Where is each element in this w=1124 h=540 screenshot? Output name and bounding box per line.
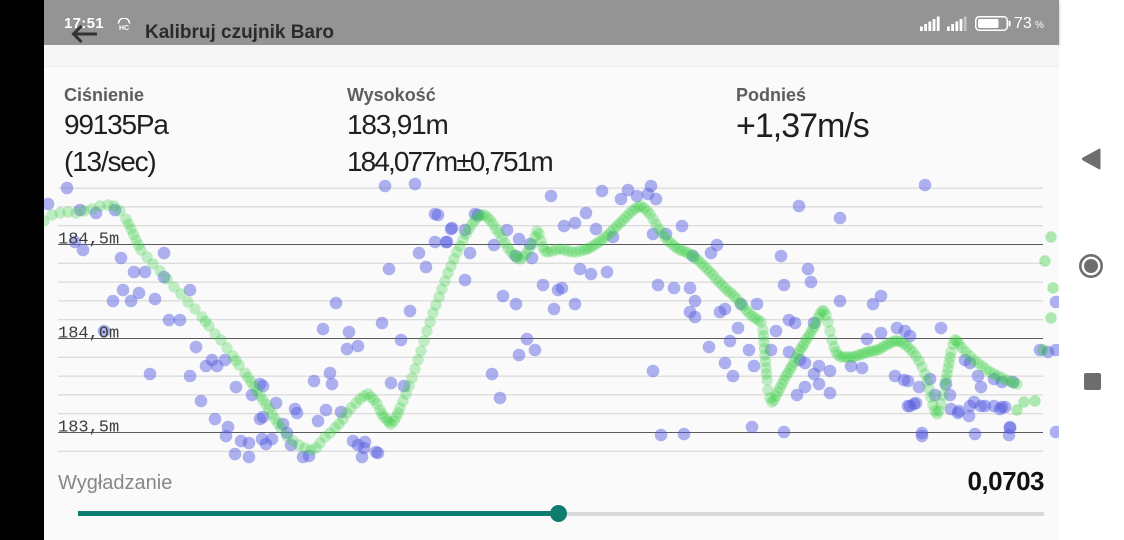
svg-text:184,0m: 184,0m: [58, 325, 119, 344]
svg-text:184,5m: 184,5m: [58, 231, 119, 250]
svg-text:HC: HC: [119, 25, 129, 32]
svg-text:183,5m: 183,5m: [58, 419, 119, 438]
